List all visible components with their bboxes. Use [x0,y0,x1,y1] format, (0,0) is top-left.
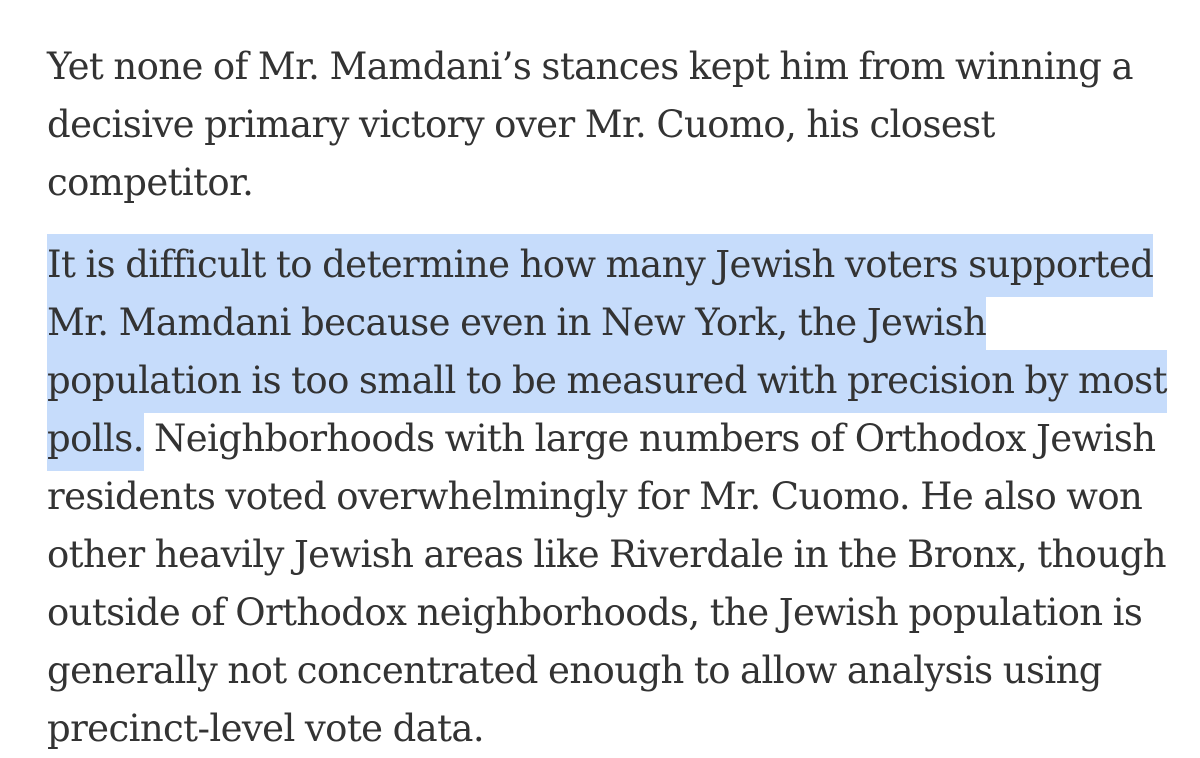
article-paragraph: It is difficult to determine how many Je… [47,234,1167,758]
article-body: Yet none of Mr. Mamdani’s stances kept h… [47,38,1167,758]
article-paragraph: Yet none of Mr. Mamdani’s stances kept h… [47,38,1167,212]
paragraph-text[interactable]: Yet none of Mr. Mamdani’s stances kept h… [47,45,1134,204]
paragraph-text[interactable]: Neighborhoods with large numbers of Orth… [47,417,1167,750]
